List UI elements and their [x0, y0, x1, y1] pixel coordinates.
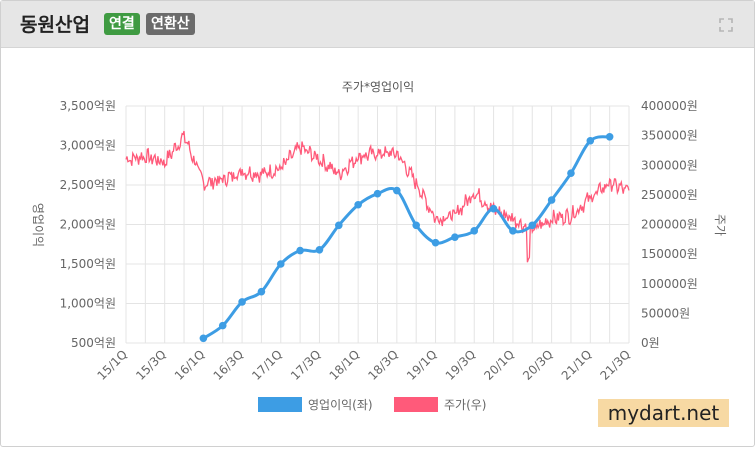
operating-profit-point[interactable] — [218, 321, 227, 330]
operating-profit-point[interactable] — [238, 298, 246, 306]
operating-profit-point[interactable] — [586, 136, 595, 145]
company-title: 동원산업 — [20, 14, 90, 36]
card-header: 동원산업 연결 연환산 — [1, 1, 754, 48]
x-tick-label: 17/3Q — [288, 347, 324, 383]
left-tick-label: 2,500억원 — [60, 178, 116, 192]
chart-svg: 주가*영업이익 500억원 1,000억원 1,500억원 2,000억원 2,500억… — [31, 80, 727, 412]
x-tick-label: 21/1Q — [559, 347, 595, 383]
legend-swatch-operating-profit[interactable] — [258, 397, 302, 412]
right-axis-ticks: 0원 50000원 100000원 150000원 200000원 250000원 3000… — [641, 99, 698, 350]
right-tick-label: 300000원 — [641, 158, 698, 172]
left-tick-label: 500억원 — [71, 336, 116, 350]
left-tick-label: 3,500억원 — [60, 99, 116, 113]
right-tick-label: 250000원 — [641, 188, 698, 202]
left-tick-label: 3,000억원 — [60, 139, 116, 153]
operating-profit-point[interactable] — [276, 260, 285, 268]
grid-lines — [125, 105, 630, 344]
x-tick-label: 16/3Q — [211, 347, 247, 383]
x-tick-label: 18/3Q — [365, 347, 401, 383]
operating-profit-point[interactable] — [567, 169, 575, 177]
left-tick-label: 2,000억원 — [60, 218, 116, 232]
left-tick-label: 1,000억원 — [60, 297, 116, 311]
operating-profit-point[interactable] — [257, 287, 266, 296]
legend-swatch-price[interactable] — [394, 397, 438, 412]
right-tick-label: 50000원 — [641, 306, 690, 320]
operating-profit-point[interactable] — [315, 245, 324, 254]
right-tick-label: 200000원 — [641, 218, 698, 232]
operating-profit-point[interactable] — [509, 227, 517, 235]
legend: 영업이익(좌) 주가(우) — [258, 397, 486, 412]
right-axis-label: 주가 — [713, 214, 727, 236]
operating-profit-point[interactable] — [373, 189, 382, 198]
right-tick-label: 100000원 — [641, 277, 698, 291]
left-axis-label: 영업이익 — [31, 203, 45, 247]
right-tick-label: 350000원 — [641, 129, 698, 143]
operating-profit-point[interactable] — [296, 246, 304, 255]
operating-profit-point[interactable] — [335, 221, 343, 230]
x-tick-label: 20/1Q — [481, 347, 517, 383]
x-tick-label: 18/1Q — [327, 347, 363, 383]
x-tick-label: 15/1Q — [94, 347, 130, 383]
x-tick-label: 21/3Q — [597, 347, 633, 383]
x-tick-label: 19/3Q — [443, 347, 479, 383]
x-tick-label: 20/3Q — [520, 347, 556, 383]
chart-title: 주가*영업이익 — [342, 80, 414, 94]
watermark-logo[interactable]: mydart.net — [598, 399, 729, 427]
operating-profit-point[interactable] — [199, 334, 208, 343]
right-tick-label: 150000원 — [641, 247, 698, 261]
operating-profit-point[interactable] — [431, 238, 440, 247]
x-tick-label: 15/3Q — [133, 347, 169, 383]
x-tick-label: 17/1Q — [249, 347, 285, 383]
x-axis-ticks: 15/1Q 15/3Q 16/1Q 16/3Q 17/1Q 17/3Q 18/1Q 18/3Q… — [94, 347, 633, 383]
operating-profit-point[interactable] — [451, 233, 459, 241]
operating-profit-point[interactable] — [489, 204, 498, 213]
operating-profit-line — [202, 135, 611, 340]
operating-profit-point[interactable] — [412, 221, 420, 230]
right-tick-label: 0원 — [641, 336, 660, 350]
operating-profit-point[interactable] — [393, 186, 401, 195]
operating-profit-point[interactable] — [528, 221, 537, 230]
legend-label-price[interactable]: 주가(우) — [444, 398, 486, 412]
operating-profit-point[interactable] — [470, 227, 479, 235]
left-tick-label: 1,500억원 — [60, 257, 116, 271]
consolidated-badge[interactable]: 연결 — [104, 13, 140, 35]
operating-profit-point[interactable] — [547, 196, 556, 204]
series-price — [125, 130, 630, 263]
x-tick-label: 19/1Q — [404, 347, 440, 383]
operating-profit-point[interactable] — [354, 200, 362, 209]
legend-label-operating-profit[interactable]: 영업이익(좌) — [308, 398, 373, 412]
expand-icon[interactable] — [719, 18, 733, 32]
price-line — [125, 130, 630, 263]
series-operating-profit — [199, 133, 614, 343]
operating-profit-point[interactable] — [605, 133, 614, 141]
left-axis-ticks: 500억원 1,000억원 1,500억원 2,000억원 2,500억원 3,000억원… — [60, 99, 116, 350]
x-tick-label: 16/1Q — [172, 347, 208, 383]
right-tick-label: 400000원 — [641, 99, 698, 113]
annualized-badge[interactable]: 연환산 — [146, 13, 195, 35]
